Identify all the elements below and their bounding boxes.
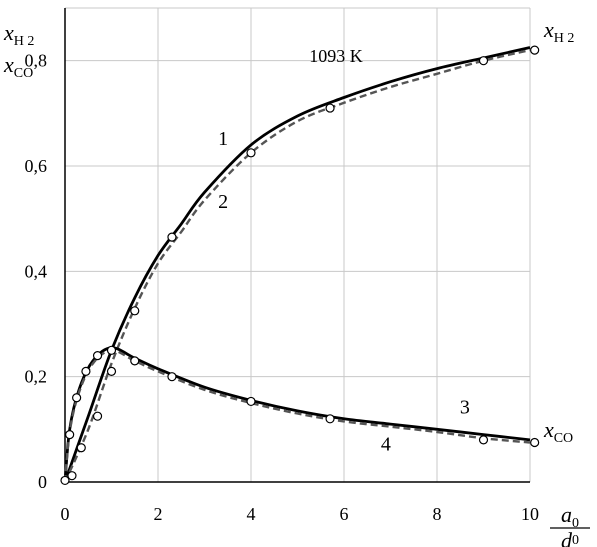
curve-label-1: 1 [218, 128, 228, 150]
co-measured-point [167, 372, 177, 382]
co-measured-point [92, 351, 103, 361]
x-tick-label: 6 [340, 504, 349, 524]
h2-measured-point [60, 475, 70, 486]
x-tick-label: 10 [521, 504, 539, 524]
series-name-label: xH 2 [543, 17, 574, 46]
x-axis-label-numerator: a0 [561, 502, 579, 531]
co-measured-point [130, 356, 140, 366]
y-tick-label: 0 [38, 472, 47, 492]
h2-measured-point [530, 45, 540, 55]
h2-measured-point [130, 306, 140, 316]
h2-measured-point [167, 232, 177, 242]
x-tick-label: 2 [154, 504, 163, 524]
co-measured-point [81, 366, 91, 376]
curve-label-2: 2 [218, 191, 228, 213]
y-tick-label: 0,6 [25, 156, 48, 176]
co-measured-point [72, 393, 82, 403]
series-line-2 [63, 48, 531, 483]
h2-measured-point [67, 471, 77, 481]
curve-label-3: 3 [460, 397, 470, 419]
data-markers [60, 45, 540, 486]
h2-measured-point [478, 56, 489, 66]
h2-measured-point [246, 148, 256, 158]
x-tick-label: 0 [61, 504, 70, 524]
co-measured-point [478, 435, 489, 445]
x-tick-label: 8 [433, 504, 442, 524]
chart-title: 1093 K [309, 46, 363, 66]
y-axis-label: xCO [3, 52, 33, 81]
co-measured-point [246, 396, 256, 407]
co-measured-point [530, 437, 540, 448]
co-measured-point [106, 345, 117, 355]
series-name-label: xCO [543, 417, 573, 446]
curve-label-4: 4 [381, 433, 391, 455]
h2-measured-point [106, 366, 117, 376]
grid [65, 7, 531, 482]
x-tick-label: 4 [247, 504, 256, 524]
h2-measured-point [76, 443, 86, 453]
co-measured-point [65, 430, 75, 440]
axes [64, 8, 530, 483]
y-axis-label: xH 2 [3, 20, 34, 49]
series-line-4 [63, 349, 531, 483]
y-tick-label: 0,8 [25, 51, 48, 71]
h2-measured-point [325, 103, 335, 113]
y-tick-label: 0,2 [25, 367, 48, 387]
x-axis-label-denominator: d0 [561, 528, 579, 547]
h2-measured-point [92, 411, 103, 421]
co-measured-point [325, 414, 335, 424]
y-tick-label: 0,4 [25, 261, 48, 281]
